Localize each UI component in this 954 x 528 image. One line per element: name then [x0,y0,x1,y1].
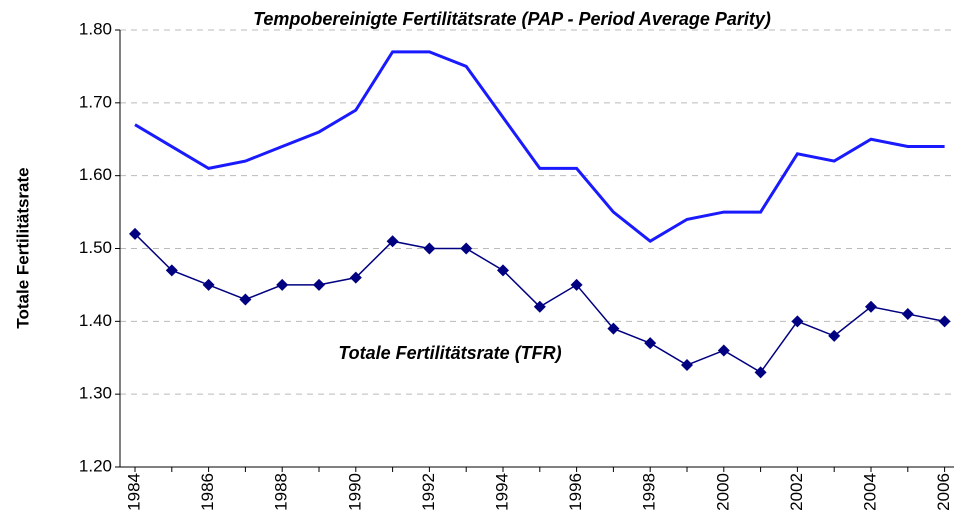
y-tick-label: 1.30 [79,384,112,403]
x-tick-label: 1998 [640,473,659,511]
data-marker [276,278,289,291]
data-marker [938,315,951,328]
data-marker [533,300,546,313]
data-marker [644,337,657,350]
x-tick-label: 2004 [860,473,879,511]
x-tick-label: 1986 [198,473,217,511]
data-marker [460,242,473,255]
x-tick-label: 2000 [713,473,732,511]
data-marker [681,359,693,372]
x-tick-label: 2006 [934,473,953,511]
data-marker [202,278,215,291]
data-marker [349,271,362,284]
data-marker [497,264,509,277]
series-label: Tempobereinigte Fertilitätsrate (PAP - P… [253,9,771,29]
data-marker [754,366,767,379]
data-marker [386,235,399,248]
y-tick-label: 1.50 [79,238,112,257]
series-label: Totale Fertilitätsrate (TFR) [338,343,561,363]
data-marker [791,315,804,328]
data-marker [165,264,178,277]
data-marker [865,300,877,313]
data-marker [423,242,436,255]
y-tick-label: 1.40 [79,311,112,330]
x-tick-label: 1996 [566,473,585,511]
data-line [134,50,945,244]
y-axis-label: Totale Fertilitätsrate [13,167,32,328]
data-marker [313,278,325,291]
x-tick-label: 1984 [124,473,143,511]
data-marker [570,278,583,291]
x-tick-label: 2002 [787,473,806,511]
x-tick-label: 1990 [345,473,364,511]
data-marker [607,322,620,335]
x-tick-label: 1988 [272,473,291,511]
y-tick-label: 1.80 [79,19,112,38]
y-tick-label: 1.60 [79,165,112,184]
data-marker [239,293,252,306]
x-tick-label: 1994 [492,473,511,511]
data-marker [828,329,841,342]
y-tick-label: 1.20 [79,456,112,475]
x-tick-label: 1992 [419,473,438,511]
data-marker [717,344,730,357]
data-marker [901,308,914,321]
y-tick-label: 1.70 [79,92,112,111]
data-marker [129,227,141,240]
